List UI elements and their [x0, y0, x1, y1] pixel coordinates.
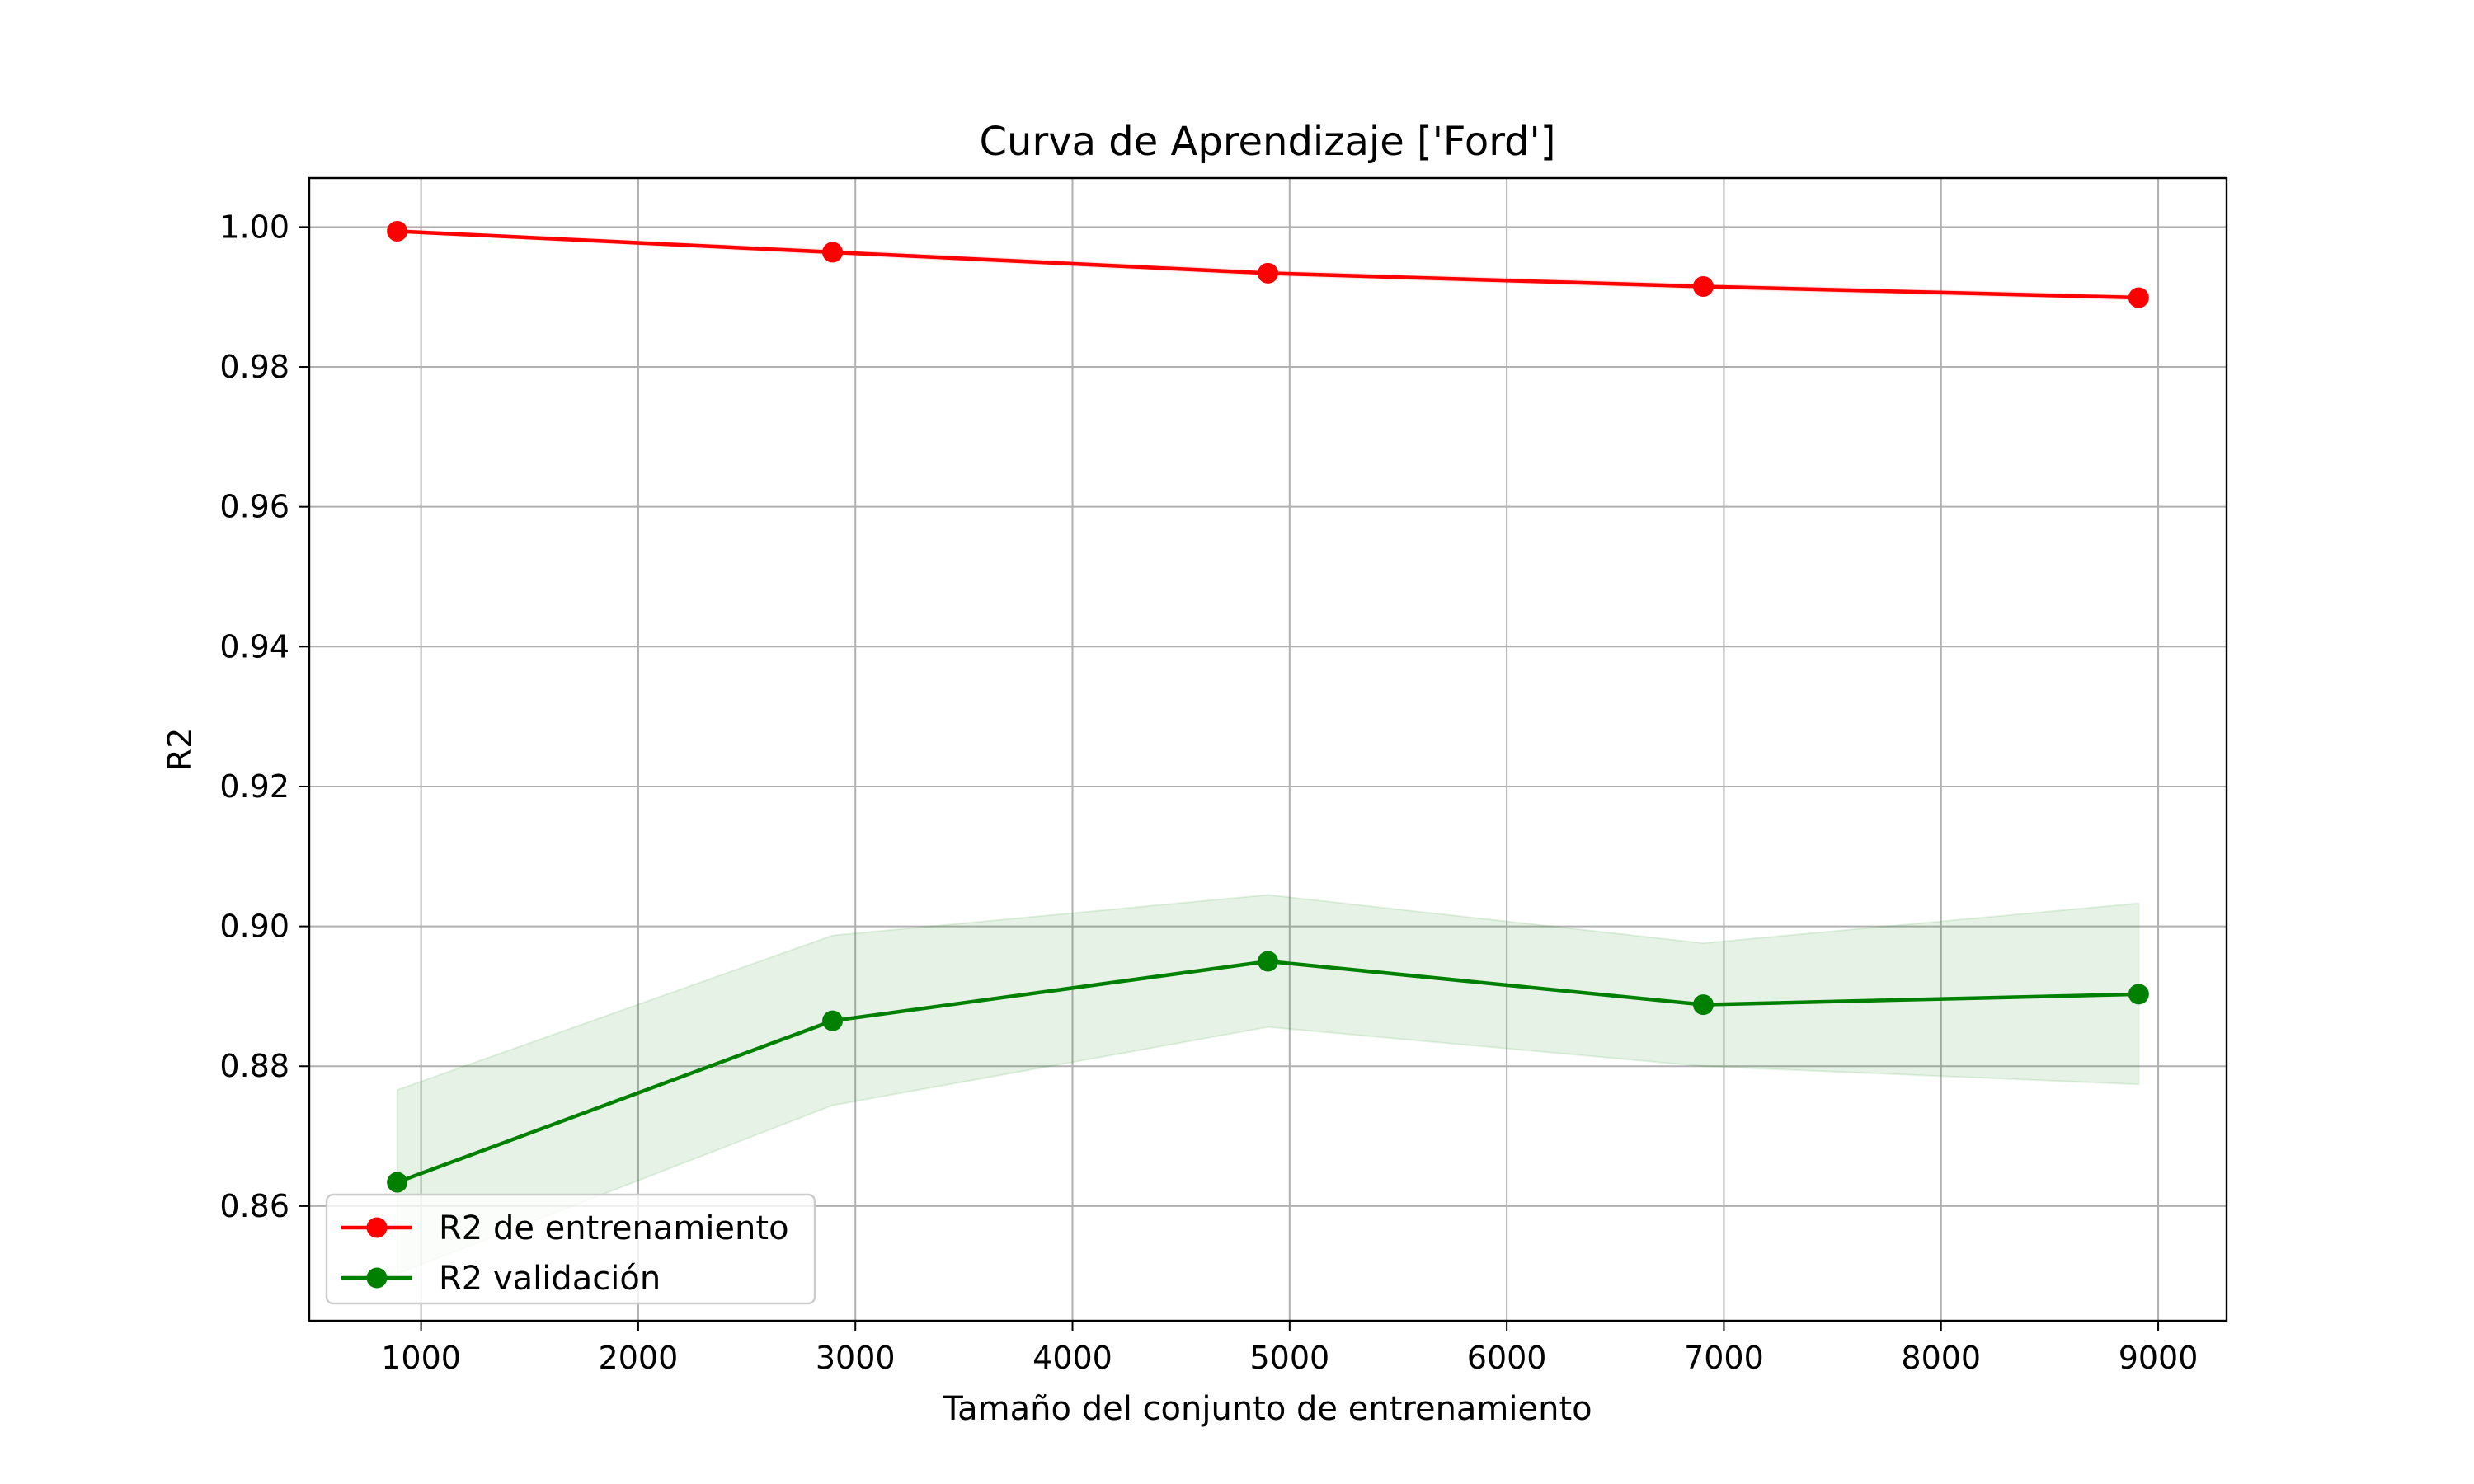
x-tick-label: 3000 — [816, 1340, 896, 1376]
chart-title: Curva de Aprendizaje ['Ford'] — [980, 119, 1556, 165]
x-tick-label: 5000 — [1249, 1340, 1329, 1376]
series-1-point — [1258, 262, 1278, 284]
y-tick-label: 0.94 — [219, 628, 289, 665]
y-tick-label: 0.92 — [219, 768, 289, 805]
plot-frame — [308, 176, 2228, 1322]
x-tick-label: 8000 — [1901, 1340, 1981, 1376]
x-tick-label: 7000 — [1684, 1340, 1764, 1376]
x-tick-label: 6000 — [1467, 1340, 1547, 1376]
legend-box — [325, 1193, 816, 1305]
x-tick-label: 2000 — [599, 1340, 679, 1376]
series-2-point — [822, 1010, 844, 1031]
series-2-band — [396, 894, 2140, 1275]
series-1-point — [387, 220, 408, 242]
series-2-point — [387, 1172, 408, 1193]
series-2-point — [2128, 984, 2149, 1005]
y-axis-label: R2 — [162, 727, 200, 771]
y-tick-label: 0.88 — [219, 1048, 289, 1084]
y-tick-label: 0.86 — [219, 1188, 289, 1224]
legend-items: R2 de entrenamiento R2 validación — [341, 1209, 789, 1298]
y-tick-label: 0.90 — [219, 909, 289, 945]
x-tick-label: 4000 — [1032, 1340, 1112, 1376]
series-1-point — [2128, 287, 2149, 308]
series-markers — [387, 220, 2149, 1193]
y-tick-label: 0.98 — [219, 349, 289, 385]
legend-label: R2 validación — [439, 1260, 661, 1298]
plot-area — [309, 178, 2227, 1321]
x-tick-label: 9000 — [2119, 1340, 2199, 1376]
series-1-point — [822, 242, 844, 263]
y-tick-label: 0.96 — [219, 489, 289, 525]
x-axis-ticks: 1000 2000 3000 4000 5000 6000 7000 8000 9000 — [381, 1321, 2198, 1376]
legend-label: R2 de entrenamiento — [439, 1209, 789, 1247]
y-axis-ticks: 0.86 0.88 0.90 0.92 0.94 0.96 0.98 1.00 — [219, 209, 309, 1224]
legend-swatch-marker — [366, 1217, 388, 1238]
series-1-point — [1692, 275, 1714, 297]
legend-swatch-marker — [366, 1267, 388, 1289]
x-gridlines — [420, 178, 2160, 1321]
y-tick-label: 1.00 — [219, 209, 289, 245]
legend: R2 de entrenamiento R2 validación — [325, 1193, 816, 1305]
series-2-point — [1258, 951, 1278, 972]
y-gridlines — [309, 226, 2227, 1207]
x-axis-label: Tamaño del conjunto de entrenamiento — [942, 1390, 1592, 1428]
x-tick-label: 1000 — [381, 1340, 461, 1376]
series-2-point — [1692, 994, 1714, 1016]
